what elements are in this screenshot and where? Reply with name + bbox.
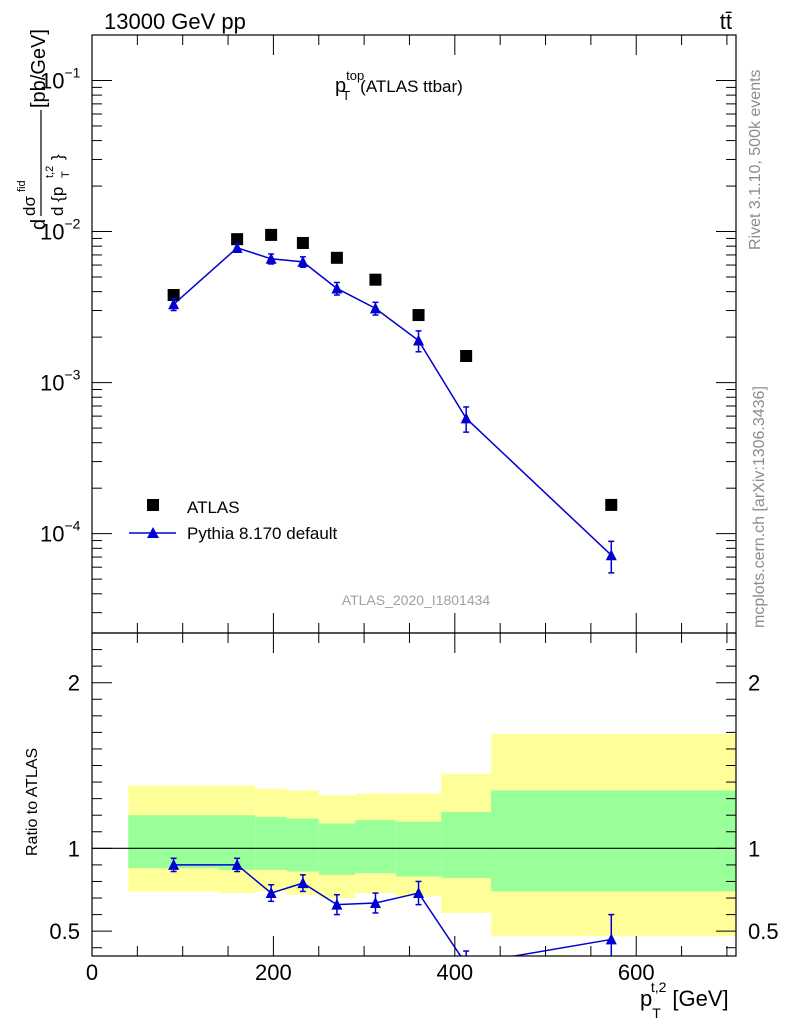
ratio-x-tick-label: 0 [86,960,98,985]
ratio-x-tick-label: 200 [255,960,292,985]
mc-point [369,302,381,314]
svg-text:[pb/GeV]: [pb/GeV] [28,29,50,108]
main-panel: 10−1 10−2 10−3 10−4 ptop T (ATLAS ttbar) d dσ… [16,29,737,634]
mc-point [231,241,243,253]
mc-point [168,298,180,310]
legend-data-label: ATLAS [187,498,240,517]
mc-point [265,252,277,264]
mc-point [413,334,425,346]
legend-mc-marker [147,527,159,538]
ratio-ylabel: Ratio to ATLAS [24,748,41,856]
legend-mc-label: Pythia 8.170 default [187,524,338,543]
ratio-frame [91,632,737,957]
mcplots-label: mcplots.cern.ch [arXiv:1306.3436] [751,386,768,628]
atlas-point [369,273,382,286]
atlas-point [460,350,473,363]
ratio-mc-series [168,857,617,956]
svg-text:T: T [60,171,72,178]
ratio-mc-point [297,877,309,889]
ratio-x-tick-label: 400 [436,960,473,985]
legend: ATLAS Pythia 8.170 default [129,498,338,543]
atlas-point [412,309,425,322]
ratio-mc-point [369,896,381,908]
ratio-band-inner [355,820,396,874]
ratio-band-inner [491,790,736,892]
ratio-x-tick-label: 600 [618,960,655,985]
ratio-mc-point [605,933,617,945]
ratio-mc-point [231,858,243,870]
main-ylabel: d dσ fid d {p T t,2 } [pb/GeV] [16,29,72,230]
ratio-marks [92,734,736,956]
main-y-tick-label: 10−4 [40,518,81,547]
ratio-band-inner [287,818,319,872]
analysis-id: ATLAS_2020_I1801434 [342,592,491,608]
ratio-y-tick-label: 2 [68,671,80,696]
rivet-label: Rivet 3.1.10, 500k events [747,69,764,250]
main-y-tick-label: 10−3 [40,367,81,396]
ratio-mc-point [413,887,425,899]
chart-title: ptop T (ATLAS ttbar) [335,68,463,103]
ratio-xlabel: pTt,2 [GeV] [640,979,729,1021]
ratio-band-inner [441,811,492,879]
ratio-band-inner [255,816,288,870]
ratio-y-tick-label-right: 0.5 [748,919,779,944]
mc-point [605,549,617,561]
svg-text:fid: fid [16,180,28,192]
ratio-band-inner [395,821,442,877]
process-label: tt̄ [720,9,732,34]
main-axes: 10−1 10−2 10−3 10−4 [40,34,736,633]
ratio-band-inner [318,823,356,875]
mc-point [297,255,309,267]
energy-label: 13000 GeV pp [104,9,246,34]
mc-point [460,412,472,424]
svg-text:d: d [28,219,50,230]
ratio-panel: 0.5 0.5 1 1 2 2 0 200 400 600 Ratio to ATLAS pTt,… [24,632,779,1021]
atlas-point [265,228,278,241]
ratio-mc-point [168,858,180,870]
ratio-mc-point [265,887,277,899]
atlas-point [231,233,244,246]
svg-text:}: } [48,154,67,160]
atlas-point [605,498,618,511]
ratio-mc-point [331,898,343,910]
svg-text:dσ: dσ [20,196,39,216]
main-y-tick-label: 10−1 [40,64,81,93]
svg-text:d {p: d {p [48,187,67,216]
main-y-tick-label: 10−2 [40,216,81,245]
ratio-y-tick-label-right: 1 [748,836,760,861]
svg-text:t,2: t,2 [44,166,56,178]
ratio-y-tick-label: 0.5 [49,919,80,944]
main-marks [167,228,618,574]
ratio-y-tick-label-right: 2 [748,671,760,696]
atlas-point [330,251,343,264]
mc-point [331,282,343,294]
main-frame [91,34,737,634]
legend-data-marker [147,499,159,511]
ratio-y-tick-label: 1 [68,836,80,861]
atlas-point [296,236,309,249]
ratio-axes: 0.5 0.5 1 1 2 2 0 200 400 600 [49,633,779,985]
